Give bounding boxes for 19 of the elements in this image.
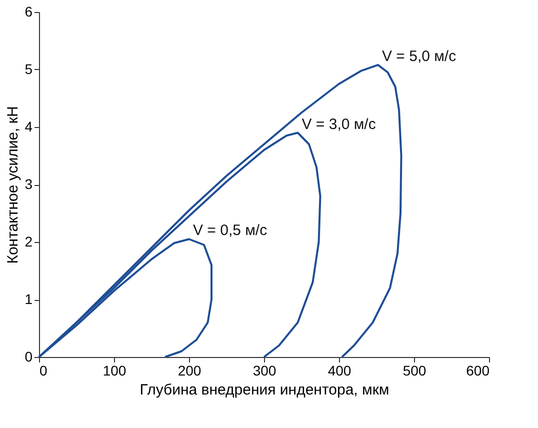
y-tick-label: 4 [24,118,33,134]
y-axis-title: Контактное усилие, кН [4,106,22,264]
y-tick-label: 3 [24,176,33,192]
series-label: V = 5,0 м/с [382,48,457,65]
x-tick-label: 500 [402,362,426,378]
x-tick-label: 0 [40,362,48,378]
y-tick-label: 1 [24,291,33,307]
x-tick-label: 400 [328,362,352,378]
series-label: V = 3,0 м/с [302,116,376,133]
y-tick-label: 0 [24,348,33,364]
x-tick-label: 100 [102,362,126,378]
x-tick-label: 300 [252,362,276,378]
y-tick-label: 2 [24,234,33,250]
x-axis-title: Глубина внедрения индентора, мкм [140,382,390,398]
y-tick-label: 5 [24,61,33,77]
series-label: V = 0,5 м/с [193,222,268,240]
x-tick-label: 600 [466,362,490,378]
x-tick-label: 200 [178,362,202,378]
y-tick-label: 6 [24,4,33,20]
